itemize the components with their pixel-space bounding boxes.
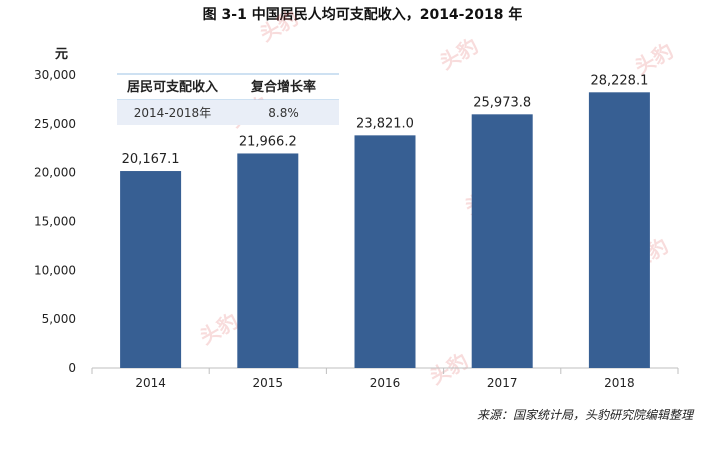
x-tick-label: 2014	[135, 376, 166, 390]
value-label: 21,966.2	[239, 134, 297, 149]
table-row-bg	[117, 100, 339, 125]
y-tick-label: 0	[68, 361, 76, 375]
table-header-cell: 居民可支配收入	[127, 79, 218, 95]
bar-2014	[120, 171, 182, 368]
bars	[120, 92, 650, 369]
chart-title: 图 3-1 中国居民人均可支配收入，2014-2018 年	[202, 7, 523, 23]
bar-2016	[354, 135, 416, 368]
table-cell: 8.8%	[268, 106, 299, 120]
table-header-cell: 复合增长率	[250, 79, 316, 95]
y-tick-label: 30,000	[34, 68, 76, 82]
x-tick-label: 2018	[604, 376, 635, 390]
y-tick-label: 20,000	[34, 166, 76, 180]
y-tick-label: 5,000	[42, 312, 76, 326]
y-tick-label: 10,000	[34, 263, 76, 277]
watermark-text: 头豹	[426, 349, 473, 390]
x-axis-ticks: 2014 2015 2016 2017 2018	[91, 368, 679, 390]
value-label: 23,821.0	[356, 116, 414, 131]
table-cell: 2014-2018年	[134, 106, 211, 120]
watermark-text: 头豹	[436, 34, 483, 75]
x-tick-label: 2017	[487, 376, 518, 390]
value-label: 28,228.1	[590, 73, 648, 88]
watermark-text: 头豹	[256, 6, 303, 47]
source-note: 来源：国家统计局，头豹研究院编辑整理	[476, 408, 693, 422]
bar-2018	[588, 92, 650, 369]
bar-2017	[471, 114, 533, 368]
watermark-text: 头豹	[196, 309, 243, 350]
value-label: 25,973.8	[473, 95, 531, 110]
value-label: 20,167.1	[122, 152, 180, 167]
bar-2015	[237, 153, 299, 368]
growth-table: 居民可支配收入 复合增长率 2014-2018年 8.8%	[117, 73, 339, 125]
value-labels: 20,167.1 21,966.2 23,821.0 25,973.8 28,228.1	[122, 73, 649, 167]
y-axis-ticks: 0 5,000 10,000 15,000 20,000 25,000 30,000	[34, 68, 76, 375]
x-tick-label: 2016	[370, 376, 401, 390]
y-tick-label: 25,000	[34, 117, 76, 131]
x-tick-label: 2015	[253, 376, 284, 390]
y-tick-label: 15,000	[34, 215, 76, 229]
y-axis-label: 元	[55, 47, 68, 62]
